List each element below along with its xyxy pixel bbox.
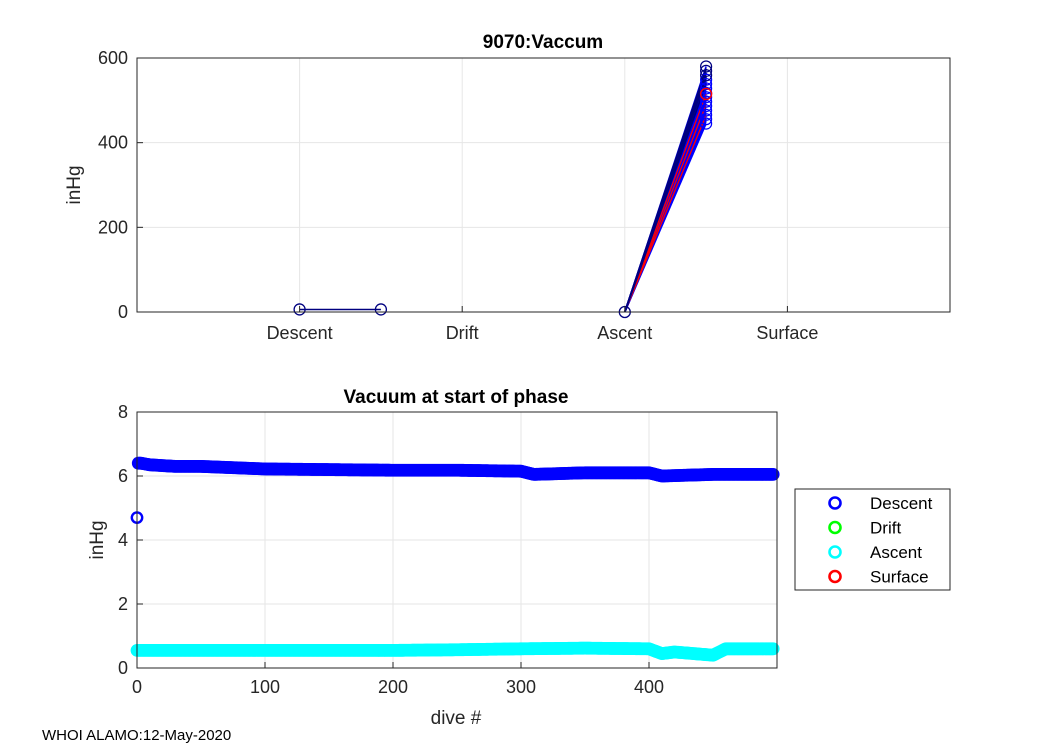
legend-box <box>794 488 951 591</box>
top-y-tick-label: 600 <box>98 48 128 68</box>
legend-marker-surface <box>828 569 842 584</box>
legend-label-ascent: Ascent <box>870 543 922 562</box>
top-surface-point <box>699 73 713 86</box>
top-descent-point <box>374 303 388 316</box>
top-surface-point <box>699 69 713 82</box>
legend-marker-drift <box>828 520 842 535</box>
top-y-tick-label: 0 <box>118 302 128 322</box>
top-surface-point <box>699 64 713 77</box>
top-surface-point <box>699 82 713 95</box>
top-data <box>293 60 713 319</box>
bottom-x-tick-label: 200 <box>378 677 408 697</box>
bottom-data <box>130 456 780 662</box>
legend-label-drift: Drift <box>870 519 901 538</box>
top-y-tick-label: 400 <box>98 133 128 153</box>
top-y-axis-label: inHg <box>64 165 85 204</box>
top-surface-point <box>699 104 713 117</box>
legend: Descent Drift Ascent Surface <box>794 488 951 591</box>
bottom-y-tick-label: 8 <box>118 402 128 422</box>
bottom-y-tick-label: 6 <box>118 466 128 486</box>
bottom-descent-point <box>766 467 780 481</box>
top-ticks: Descent Drift Ascent Surface 0 200 400 600 <box>98 48 818 343</box>
top-surface-point <box>699 113 713 126</box>
top-x-tick-label: Drift <box>446 323 479 343</box>
top-chart-title: 9070:Vaccum <box>483 32 603 53</box>
bottom-x-tick-label: 100 <box>250 677 280 697</box>
top-chart: Descent Drift Ascent Surface 0 200 400 600 9070… <box>64 32 951 343</box>
top-surface-point <box>699 77 713 91</box>
top-axes-box <box>136 57 951 313</box>
bottom-ascent-point <box>766 642 780 656</box>
top-surface-point <box>699 108 713 121</box>
bottom-chart-title: Vacuum at start of phase <box>344 387 569 408</box>
bottom-x-tick-label: 0 <box>132 677 142 697</box>
top-surface-point <box>699 99 713 113</box>
top-x-tick-label: Ascent <box>597 323 652 343</box>
top-descent-point <box>293 303 306 316</box>
bottom-y-axis-label: inHg <box>87 520 108 559</box>
top-y-tick-label: 200 <box>98 217 128 237</box>
top-x-tick-label: Surface <box>756 323 818 343</box>
legend-marker-ascent <box>828 545 842 559</box>
top-grid <box>137 58 950 312</box>
bottom-y-tick-label: 0 <box>118 658 128 678</box>
bottom-y-tick-label: 4 <box>118 530 128 550</box>
bottom-x-axis-label: dive # <box>431 708 482 729</box>
bottom-ticks: 0 100 200 300 400 0 2 4 6 8 <box>118 402 664 697</box>
top-x-tick-label: Descent <box>267 323 333 343</box>
top-surface-point-red <box>699 87 713 101</box>
bottom-y-tick-label: 2 <box>118 594 128 614</box>
bottom-x-tick-label: 400 <box>634 677 664 697</box>
top-plot-area <box>137 58 950 312</box>
bottom-chart: 0 100 200 300 400 0 2 4 6 8 Vacuum at start of ph… <box>87 387 780 729</box>
top-surface-point <box>699 117 713 130</box>
footer-credit: WHOI ALAMO:12-May-2020 <box>42 727 232 744</box>
bottom-x-tick-label: 300 <box>506 677 536 697</box>
legend-marker-descent <box>828 496 842 510</box>
top-surface-point <box>699 60 713 73</box>
top-ascent-line-dark <box>623 83 707 313</box>
top-surface-point <box>699 91 713 104</box>
top-surface-point <box>699 95 713 108</box>
legend-label-surface: Surface <box>870 568 929 587</box>
legend-label-descent: Descent <box>870 494 933 513</box>
